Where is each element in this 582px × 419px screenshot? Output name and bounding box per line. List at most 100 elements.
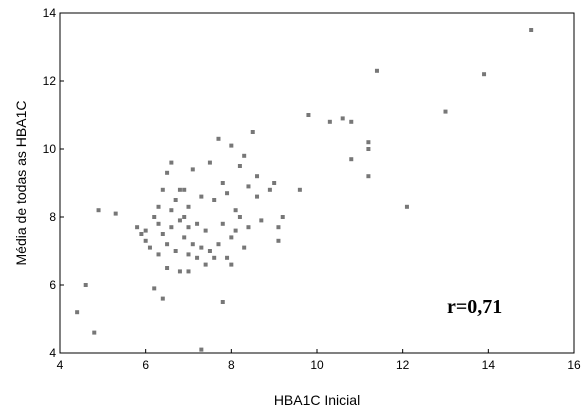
data-point xyxy=(203,262,208,267)
data-point xyxy=(173,249,178,253)
data-point xyxy=(212,198,217,202)
data-point xyxy=(229,235,234,240)
data-point xyxy=(165,242,170,247)
correlation-annotation: r=0,71 xyxy=(447,296,502,318)
data-point xyxy=(255,194,260,199)
data-point xyxy=(177,187,182,192)
data-point xyxy=(160,232,165,236)
data-point xyxy=(169,208,174,213)
data-point xyxy=(212,255,217,260)
data-point xyxy=(220,181,225,185)
data-point xyxy=(177,269,182,274)
data-point xyxy=(199,245,204,250)
data-point xyxy=(186,252,191,257)
data-point xyxy=(246,184,251,189)
data-point xyxy=(169,225,174,230)
data-point xyxy=(165,266,170,270)
data-point xyxy=(96,208,101,213)
data-point xyxy=(143,238,148,243)
data-point xyxy=(229,262,234,267)
data-point xyxy=(207,160,212,165)
data-point xyxy=(203,228,208,233)
data-point xyxy=(237,164,242,168)
data-point xyxy=(156,252,161,257)
data-point xyxy=(173,198,178,202)
data-point xyxy=(186,204,191,209)
data-point xyxy=(169,160,174,165)
data-point xyxy=(443,109,448,114)
data-point xyxy=(229,143,234,148)
data-point xyxy=(237,215,242,219)
data-point xyxy=(199,347,204,352)
y-tick-label: 10 xyxy=(43,142,57,156)
data-point xyxy=(255,174,260,179)
data-point xyxy=(160,187,165,192)
data-point xyxy=(156,204,161,209)
data-point xyxy=(195,255,200,260)
data-point xyxy=(207,249,212,253)
data-point xyxy=(220,300,225,304)
data-point xyxy=(374,68,379,73)
data-point xyxy=(280,215,285,219)
data-point xyxy=(482,72,487,77)
data-point xyxy=(306,113,311,117)
y-tick-label: 8 xyxy=(49,210,56,224)
data-point xyxy=(366,174,371,179)
data-point xyxy=(135,225,140,230)
data-point xyxy=(267,187,272,192)
data-point xyxy=(529,28,534,32)
x-axis-title: HBA1C Inicial xyxy=(274,392,360,408)
data-point xyxy=(340,116,345,121)
data-point xyxy=(152,286,157,291)
data-point xyxy=(366,147,371,151)
data-point xyxy=(349,157,354,162)
y-axis: 4 6 8 10 12 14 xyxy=(43,6,64,360)
data-point xyxy=(199,194,204,199)
plot-frame xyxy=(59,12,575,354)
data-point xyxy=(182,187,187,192)
y-tick-label: 12 xyxy=(43,74,57,88)
y-tick-label: 4 xyxy=(49,346,56,360)
data-point xyxy=(225,255,230,260)
data-point xyxy=(216,136,221,141)
data-point xyxy=(165,170,170,175)
data-point xyxy=(216,242,221,247)
x-tick-label: 10 xyxy=(310,358,324,372)
data-point xyxy=(186,269,191,274)
data-point xyxy=(233,208,238,213)
data-point xyxy=(83,283,88,287)
x-tick-label: 12 xyxy=(396,358,410,372)
data-point xyxy=(139,232,144,236)
data-point xyxy=(182,215,187,219)
data-point xyxy=(152,215,157,219)
data-point xyxy=(75,310,80,315)
data-point xyxy=(242,153,247,158)
data-points xyxy=(75,28,534,352)
data-point xyxy=(190,167,195,172)
data-point xyxy=(182,235,187,240)
y-axis-title: Média de todas as HBA1C xyxy=(13,101,29,266)
data-point xyxy=(186,225,191,230)
data-point xyxy=(177,218,182,223)
y-tick-label: 14 xyxy=(43,6,57,20)
data-point xyxy=(327,119,332,124)
data-point xyxy=(246,225,251,230)
data-point xyxy=(113,211,118,216)
data-point xyxy=(259,218,264,223)
data-point xyxy=(190,242,195,247)
x-tick-label: 4 xyxy=(57,358,64,372)
data-point xyxy=(242,245,247,250)
x-tick-label: 16 xyxy=(567,358,581,372)
data-point xyxy=(147,245,152,250)
data-point xyxy=(92,330,97,335)
data-point xyxy=(366,140,371,145)
data-point xyxy=(349,119,354,124)
data-point xyxy=(156,221,161,226)
x-axis: 4 6 8 10 12 14 16 xyxy=(57,349,581,372)
data-point xyxy=(276,238,281,243)
data-point xyxy=(276,225,281,230)
x-tick-label: 8 xyxy=(228,358,235,372)
data-point xyxy=(233,228,238,233)
data-point xyxy=(160,296,165,301)
